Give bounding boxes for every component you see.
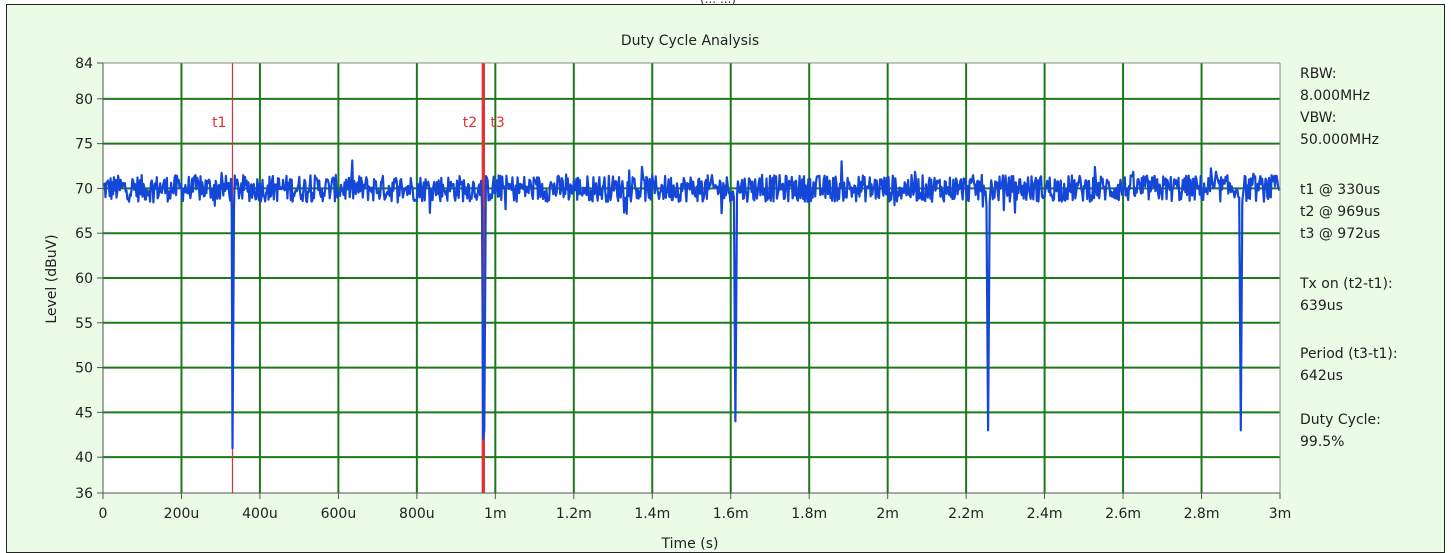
x-tick-label: 2.4m — [1027, 506, 1063, 522]
x-tick-label: 3m — [1269, 506, 1292, 522]
x-tick-label: 1.2m — [556, 506, 592, 522]
chart-title: Duty Cycle Analysis — [621, 33, 759, 49]
x-tick-label: 0 — [99, 506, 108, 522]
y-tick-label: 60 — [75, 271, 93, 287]
tx-on-block: Tx on (t2-t1): 639us — [1300, 273, 1393, 317]
top-strip: (... ...) — [0, 0, 1451, 6]
grid-layer — [103, 63, 1280, 493]
header-fragment: (... ...) — [700, 0, 736, 6]
axis-layer: 0 200u 400u 600u 800u 1m 1.2m 1.4m 1.6m 1.8m 2m 2.2… — [75, 56, 1291, 522]
x-tick-label: 200u — [164, 506, 200, 522]
x-tick-label: 1.4m — [634, 506, 670, 522]
rbw-block: RBW: 8.000MHz — [1300, 63, 1370, 107]
marker-times-block: t1 @ 330us t2 @ 969us t3 @ 972us — [1300, 179, 1380, 245]
rbw-value: 8.000MHz — [1300, 88, 1371, 104]
t1-time: t1 @ 330us — [1300, 182, 1381, 198]
x-tick-label: 1.6m — [713, 506, 749, 522]
x-tick-label: 800u — [399, 506, 435, 522]
x-tick-label: 2m — [876, 506, 899, 522]
period-label: Period (t3-t1): — [1300, 346, 1398, 362]
y-tick-label: 45 — [75, 405, 93, 421]
duty-cycle-block: Duty Cycle: 99.5% — [1300, 409, 1381, 453]
y-tick-label: 65 — [75, 226, 93, 242]
tx-on-label: Tx on (t2-t1): — [1300, 276, 1393, 292]
y-tick-label: 75 — [75, 137, 93, 153]
x-tick-label: 2.6m — [1105, 506, 1141, 522]
y-tick-label: 40 — [75, 450, 93, 466]
x-tick-label: 1.8m — [791, 506, 827, 522]
y-tick-label: 36 — [75, 486, 93, 502]
t2-time: t2 @ 969us — [1300, 204, 1381, 220]
x-tick-label: 2.2m — [948, 506, 984, 522]
marker-label-t2: t2 — [463, 115, 477, 131]
tx-on-value: 639us — [1300, 298, 1343, 314]
marker-label-t3: t3 — [490, 115, 504, 131]
period-block: Period (t3-t1): 642us — [1300, 343, 1398, 387]
vbw-label: VBW: — [1300, 110, 1337, 126]
vbw-block: VBW: 50.000MHz — [1300, 107, 1379, 151]
t3-time: t3 @ 972us — [1300, 226, 1381, 242]
y-tick-label: 55 — [75, 316, 93, 332]
level-trace — [102, 159, 1281, 450]
y-tick-label: 70 — [75, 181, 93, 197]
y-axis-label: Level (dBuV) — [44, 234, 60, 323]
x-axis-label: Time (s) — [661, 536, 719, 552]
x-tick-label: 600u — [321, 506, 357, 522]
duty-cycle-label: Duty Cycle: — [1300, 412, 1381, 428]
y-tick-label: 80 — [75, 92, 93, 108]
x-tick-label: 1m — [484, 506, 507, 522]
y-tick-label: 50 — [75, 361, 93, 377]
marker-label-t1: t1 — [212, 115, 226, 131]
x-tick-label: 400u — [242, 506, 278, 522]
period-value: 642us — [1300, 368, 1343, 384]
rbw-label: RBW: — [1300, 66, 1337, 82]
series-layer — [102, 159, 1281, 450]
duty-cycle-value: 99.5% — [1300, 434, 1345, 450]
x-tick-label: 2.8m — [1184, 506, 1220, 522]
vbw-value: 50.000MHz — [1300, 132, 1379, 148]
y-tick-label: 84 — [75, 56, 93, 72]
